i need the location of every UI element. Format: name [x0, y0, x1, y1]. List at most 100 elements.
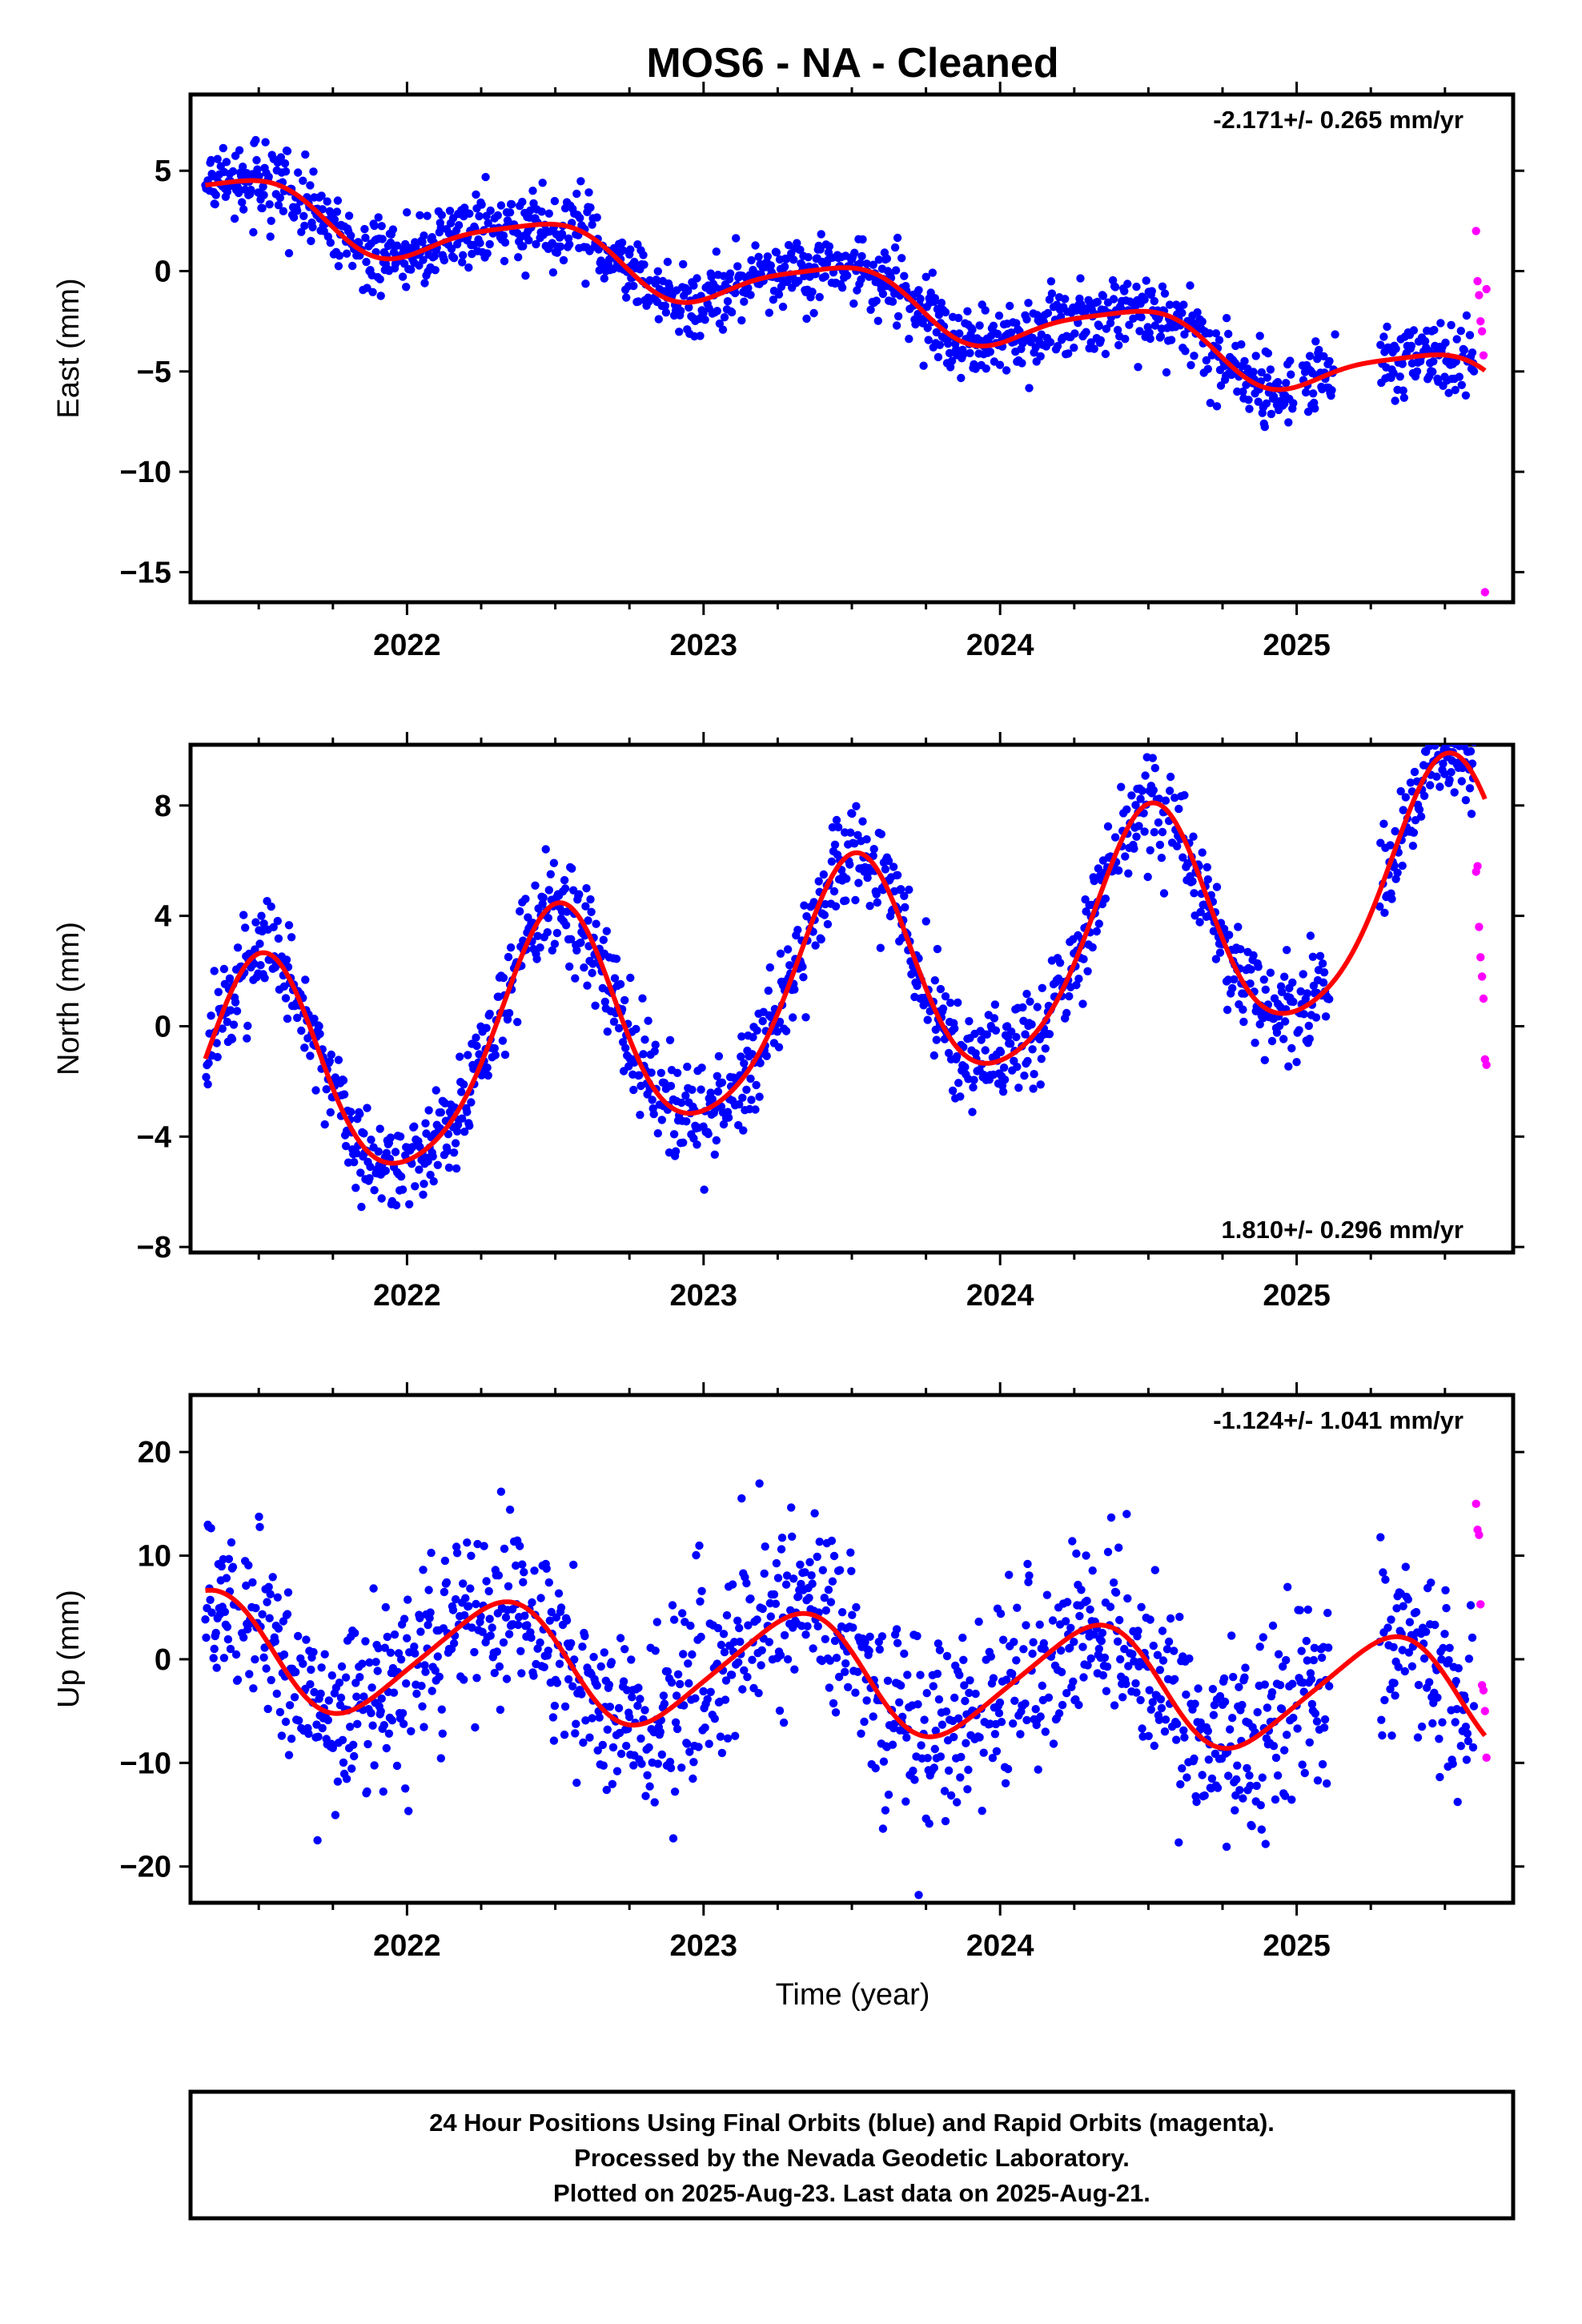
data-point — [224, 1554, 234, 1564]
data-point — [1271, 1795, 1280, 1804]
data-point — [437, 211, 446, 219]
data-point — [496, 1705, 505, 1715]
data-point — [245, 1670, 254, 1679]
data-point — [620, 1645, 629, 1654]
data-point — [1158, 827, 1167, 837]
data-point — [1288, 978, 1297, 987]
data-point — [1303, 1605, 1313, 1614]
data-point — [941, 1816, 950, 1826]
data-point — [1376, 340, 1385, 349]
data-point — [242, 1581, 251, 1590]
data-point — [701, 1723, 709, 1732]
data-point — [333, 1777, 343, 1786]
data-point — [294, 168, 303, 177]
data-point — [570, 1655, 579, 1664]
data-point — [1452, 335, 1461, 344]
data-point — [1257, 368, 1267, 377]
data-point — [961, 1063, 970, 1072]
data-point — [519, 242, 528, 251]
data-point — [369, 1584, 378, 1593]
data-point — [871, 1763, 880, 1773]
data-point — [685, 1679, 693, 1688]
data-point — [1068, 1537, 1077, 1546]
data-point — [339, 1090, 349, 1099]
data-point — [360, 224, 369, 234]
data-point — [863, 873, 872, 883]
data-point — [1086, 1605, 1094, 1614]
data-point — [802, 314, 811, 324]
data-point — [1150, 828, 1159, 837]
data-point — [1447, 768, 1456, 777]
data-point — [457, 1088, 466, 1096]
data-point — [614, 1023, 624, 1033]
data-point — [1048, 1616, 1058, 1625]
data-point — [917, 1741, 926, 1750]
data-point — [1018, 1003, 1027, 1012]
data-point — [483, 1063, 492, 1072]
data-point — [923, 324, 932, 332]
data-point — [1457, 380, 1467, 389]
data-point — [1141, 771, 1150, 780]
data-point — [979, 1748, 988, 1757]
data-point — [722, 1610, 732, 1620]
data-point — [557, 229, 567, 239]
data-point — [1072, 1549, 1081, 1558]
rapid-point — [1480, 588, 1490, 597]
data-point — [628, 1693, 636, 1702]
data-point — [919, 361, 928, 370]
data-point — [386, 1133, 396, 1142]
data-point — [790, 985, 799, 994]
data-point — [982, 364, 990, 373]
data-point — [404, 1595, 412, 1604]
data-point — [780, 262, 789, 271]
data-point — [500, 1050, 510, 1059]
data-point — [843, 271, 852, 280]
data-point — [794, 1592, 803, 1601]
data-point — [1138, 1724, 1146, 1733]
data-point — [273, 916, 282, 926]
data-point — [616, 1634, 625, 1642]
data-point — [1027, 1020, 1036, 1029]
data-point — [1319, 978, 1328, 987]
rate-label: 1.810+/- 0.296 mm/yr — [1222, 1216, 1464, 1244]
data-point — [966, 348, 974, 358]
data-point — [677, 1763, 686, 1772]
data-point — [1303, 408, 1313, 416]
data-point — [445, 207, 455, 215]
data-point — [1396, 786, 1405, 796]
data-point — [738, 1093, 747, 1103]
data-point — [1120, 1644, 1129, 1654]
data-point — [610, 974, 620, 983]
data-point — [1202, 356, 1211, 365]
data-point — [1018, 359, 1026, 368]
data-point — [865, 1647, 873, 1655]
data-point — [692, 1550, 701, 1560]
data-point — [901, 903, 909, 912]
data-point — [1461, 391, 1471, 400]
data-point — [1036, 352, 1045, 361]
y-tick-label: −5 — [137, 356, 171, 389]
data-point — [735, 1623, 744, 1633]
data-point — [1428, 1719, 1437, 1728]
data-point — [1166, 772, 1175, 782]
data-point — [600, 1648, 608, 1657]
data-point — [481, 172, 490, 182]
data-point — [772, 248, 781, 257]
data-point — [442, 1578, 452, 1587]
data-point — [549, 858, 559, 867]
data-point — [1173, 1719, 1182, 1728]
data-point — [813, 1622, 822, 1631]
data-point — [1304, 1021, 1314, 1031]
data-point — [259, 919, 268, 928]
data-point — [814, 877, 823, 886]
data-point — [754, 252, 763, 261]
data-point — [723, 297, 733, 306]
data-point — [634, 1683, 643, 1692]
x-tick-label: 2022 — [373, 1929, 441, 1963]
data-point — [1401, 1562, 1411, 1571]
data-point — [1441, 338, 1450, 348]
data-point — [1193, 308, 1202, 317]
data-point — [686, 1621, 695, 1630]
data-point — [829, 1551, 839, 1561]
data-point — [586, 203, 595, 212]
